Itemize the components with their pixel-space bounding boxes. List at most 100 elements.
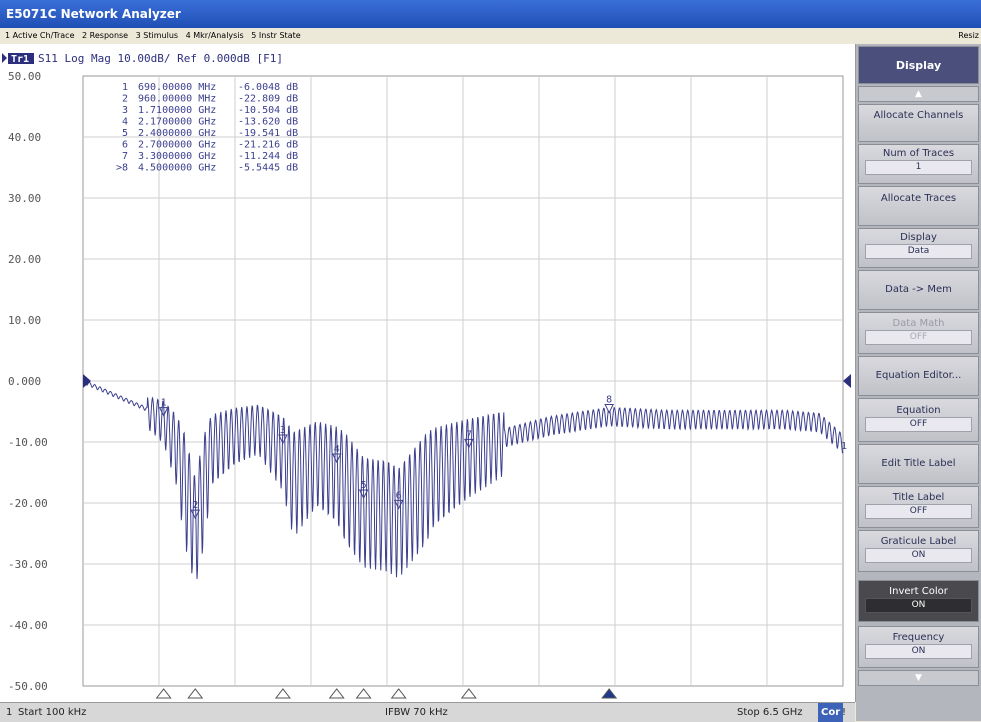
window-title: E5071C Network Analyzer <box>0 0 981 28</box>
y-tick-label: -30.00 <box>8 558 48 571</box>
menu-mkr-analysis[interactable]: 4 Mkr/Analysis <box>185 31 244 40</box>
marker-id: 6 <box>122 140 128 151</box>
marker-flag-label: 7 <box>466 429 472 440</box>
marker-flag-label: 1 <box>161 398 167 409</box>
status-ifbw[interactable]: IFBW 70 kHz <box>385 707 448 718</box>
marker-flag-label: 5 <box>361 480 367 491</box>
status-cor-badge: Cor <box>818 703 844 722</box>
s11-chart: 50.00 40.00 30.00 20.00 10.00 0.000 -10.00 -20.… <box>2 52 851 699</box>
bottom-marker-icon[interactable] <box>355 688 372 699</box>
marker-flag-label: 6 <box>396 490 402 501</box>
num-of-traces-value: 1 <box>865 160 972 175</box>
y-tick-label: -20.00 <box>8 497 48 510</box>
status-channel: 1 <box>6 707 13 718</box>
trace-badge-bg[interactable] <box>8 53 34 64</box>
bottom-marker-icon[interactable] <box>390 688 407 699</box>
y-tick-label: 20.00 <box>8 253 41 266</box>
equation-label: Equation <box>896 405 941 416</box>
bottom-marker-icon[interactable] <box>187 688 204 699</box>
y-tick-label: 0.000 <box>8 375 41 388</box>
menu-instr-state[interactable]: 5 Instr State <box>251 31 301 40</box>
data-to-mem-label: Data -> Mem <box>885 284 952 295</box>
display-data-button[interactable]: Display Data <box>858 228 979 268</box>
allocate-channels-button[interactable]: Allocate Channels <box>858 104 979 142</box>
marker-table: 1 690.00000 MHz -6.0048 dB 2 960.00000 MHz -2… <box>116 82 298 174</box>
marker-flag-icon <box>278 434 288 445</box>
bottom-marker-icon[interactable] <box>601 688 618 699</box>
marker-value: -11.244 dB <box>238 151 298 162</box>
bottom-marker-icon[interactable] <box>328 688 345 699</box>
y-tick-label: 40.00 <box>8 131 41 144</box>
menu-bar: 1 Active Ch/Trace 2 Response 3 Stimulus … <box>0 28 981 44</box>
marker-id: >8 <box>116 163 128 174</box>
marker-id: 3 <box>122 105 128 116</box>
marker-id: 4 <box>122 117 128 128</box>
title-label-value: OFF <box>865 504 972 519</box>
allocate-traces-button[interactable]: Allocate Traces <box>858 186 979 226</box>
marker-id: 7 <box>122 151 128 162</box>
trace-end-label: 1 <box>841 441 847 452</box>
invert-color-value: ON <box>865 598 972 613</box>
num-of-traces-button[interactable]: Num of Traces 1 <box>858 144 979 184</box>
edit-title-label-button[interactable]: Edit Title Label <box>858 444 979 484</box>
frequency-label: Frequency <box>892 632 945 643</box>
menu-response[interactable]: 2 Response <box>82 31 129 40</box>
display-label: Display <box>900 232 937 243</box>
data-to-mem-button[interactable]: Data -> Mem <box>858 270 979 310</box>
trace-plot-area[interactable]: 50.00 40.00 30.00 20.00 10.00 0.000 -10.00 -20.… <box>0 44 856 702</box>
marker-value: -10.504 dB <box>238 105 298 116</box>
menu-active-ch-trace[interactable]: 1 Active Ch/Trace <box>5 31 75 40</box>
marker-flag-icon <box>358 489 369 500</box>
frequency-value: ON <box>865 644 972 659</box>
marker-id: 1 <box>122 82 128 93</box>
graticule-label-button[interactable]: Graticule Label ON <box>858 530 979 572</box>
scroll-up-icon[interactable]: ▲ <box>858 86 979 102</box>
graticule-label-value: ON <box>865 548 972 563</box>
marker-value: -13.620 dB <box>238 117 298 128</box>
y-tick-label: 10.00 <box>8 314 41 327</box>
marker-flag-icon <box>393 499 404 510</box>
s11-trace <box>82 379 844 580</box>
data-math-button[interactable]: Data Math OFF <box>858 312 979 354</box>
marker-flag-icon <box>158 407 169 417</box>
bottom-marker-icon[interactable] <box>274 688 291 699</box>
equation-editor-label: Equation Editor... <box>875 370 962 381</box>
bottom-marker-icon[interactable] <box>155 688 172 699</box>
status-start[interactable]: Start 100 kHz <box>18 707 87 718</box>
frequency-button[interactable]: Frequency ON <box>858 626 979 668</box>
marker-value: -6.0048 dB <box>238 82 298 93</box>
y-tick-label: -40.00 <box>8 619 48 632</box>
marker-value: -5.5445 dB <box>238 163 298 174</box>
marker-flag-label: 3 <box>280 425 286 436</box>
title-label-label: Title Label <box>892 492 945 503</box>
marker-flag-label: 8 <box>606 395 612 406</box>
title-label-button[interactable]: Title Label OFF <box>858 486 979 528</box>
status-extra: ! <box>842 707 847 718</box>
bottom-marker-icon[interactable] <box>460 688 477 699</box>
status-bar: 1 Start 100 kHz IFBW 70 kHz Stop 6.5 GHz… <box>0 702 855 722</box>
allocate-channels-label: Allocate Channels <box>873 110 964 121</box>
marker-freq: 960.00000 MHz <box>138 94 216 105</box>
menu-resize[interactable]: Resiz <box>958 31 979 40</box>
data-math-value: OFF <box>865 330 972 345</box>
status-stop[interactable]: Stop 6.5 GHz <box>737 707 803 718</box>
data-math-label: Data Math <box>892 318 945 329</box>
edit-title-label-label: Edit Title Label <box>881 458 956 469</box>
marker-freq: 2.1700000 GHz <box>138 117 216 128</box>
active-trace-arrow-icon <box>2 53 7 63</box>
trace-header: S11 Log Mag 10.00dB/ Ref 0.000dB [F1] <box>38 52 283 65</box>
marker-freq: 3.3000000 GHz <box>138 151 216 162</box>
equation-button[interactable]: Equation OFF <box>858 398 979 442</box>
scroll-down-icon[interactable]: ▼ <box>858 670 979 686</box>
marker-id: 2 <box>122 94 128 105</box>
panel-header-display[interactable]: Display <box>858 46 979 84</box>
marker-freq: 2.4000000 GHz <box>138 128 216 139</box>
menu-stimulus[interactable]: 3 Stimulus <box>135 31 179 40</box>
equation-editor-button[interactable]: Equation Editor... <box>858 356 979 396</box>
allocate-traces-label: Allocate Traces <box>880 193 957 204</box>
invert-color-button[interactable]: Invert Color ON <box>858 580 979 622</box>
num-of-traces-label: Num of Traces <box>882 148 955 159</box>
marker-flag-icon <box>604 404 614 414</box>
softkey-panel: Display ▲ Allocate Channels Num of Trace… <box>856 44 981 721</box>
marker-flag-label: 4 <box>334 444 340 455</box>
